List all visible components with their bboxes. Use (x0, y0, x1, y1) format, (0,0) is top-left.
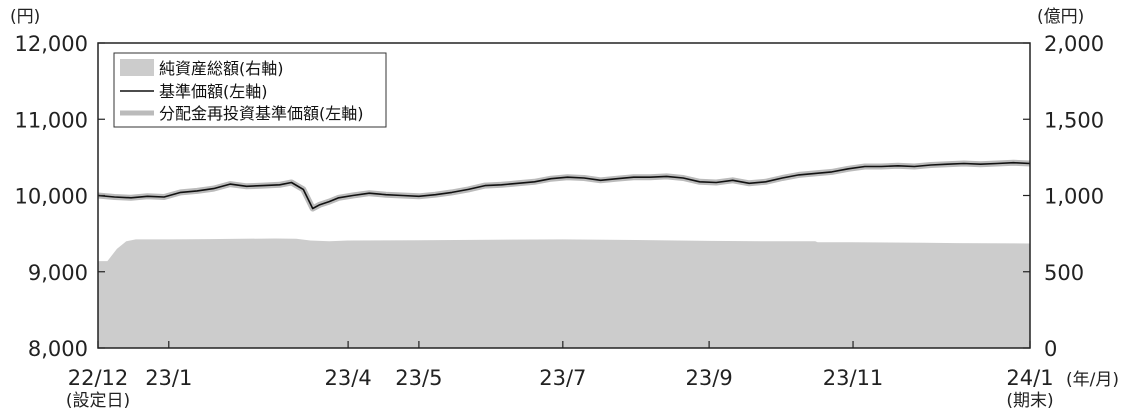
legend-label-reinvested-nav: 分配金再投資基準価額(左軸) (159, 104, 364, 123)
x-tick-label: 23/11 (823, 366, 884, 390)
left-axis-unit: (円) (10, 7, 40, 27)
x-tick-label: 22/12 (68, 366, 129, 390)
nav-line (97, 161, 1031, 210)
x-tick-label: 23/1 (145, 366, 192, 390)
x-tick-label: 23/5 (395, 366, 442, 390)
right-axis-unit: (億円) (1037, 7, 1084, 27)
x-tick-label: 23/7 (539, 366, 586, 390)
left-tick-label: 10,000 (15, 185, 88, 209)
nav-lines-layer (97, 159, 1031, 212)
right-tick-label: 2,000 (1044, 32, 1104, 56)
right-tick-label: 1,000 (1044, 185, 1104, 209)
x-axis-ticks: 22/12(設定日) 23/1 23/4 23/5 23/7 23/9 23/11 24/1(… (66, 341, 1054, 409)
right-tick-label: 500 (1044, 261, 1084, 285)
x-tick-sublabel: (設定日) (66, 391, 130, 409)
legend-box (113, 52, 387, 128)
legend: 純資産総額(右軸) 基準価額(左軸) 分配金再投資基準価額(左軸) (113, 52, 387, 128)
left-tick-label: 11,000 (15, 108, 88, 132)
legend-swatch-net-assets (120, 59, 154, 76)
x-axis-unit: (年/月) (1066, 370, 1119, 390)
legend-label-nav: 基準価額(左軸) (159, 82, 268, 101)
net-assets-area (98, 238, 1030, 348)
left-axis-ticks: 8,000 9,000 10,000 11,000 12,000 (15, 32, 105, 361)
x-tick-label: 24/1 (1006, 366, 1053, 390)
x-tick-sublabel: (期末) (1006, 391, 1053, 409)
left-tick-label: 9,000 (28, 261, 88, 285)
x-tick-label: 23/4 (325, 366, 372, 390)
left-tick-label: 8,000 (28, 337, 88, 361)
left-tick-label: 12,000 (15, 32, 88, 56)
right-tick-label: 1,500 (1044, 108, 1104, 132)
net-assets-area-layer (98, 238, 1030, 348)
right-tick-label: 0 (1044, 337, 1057, 361)
x-tick-label: 23/9 (686, 366, 733, 390)
legend-label-net-assets: 純資産総額(右軸) (159, 59, 284, 78)
right-axis-ticks: 0 500 1,000 1,500 2,000 (1023, 32, 1104, 361)
